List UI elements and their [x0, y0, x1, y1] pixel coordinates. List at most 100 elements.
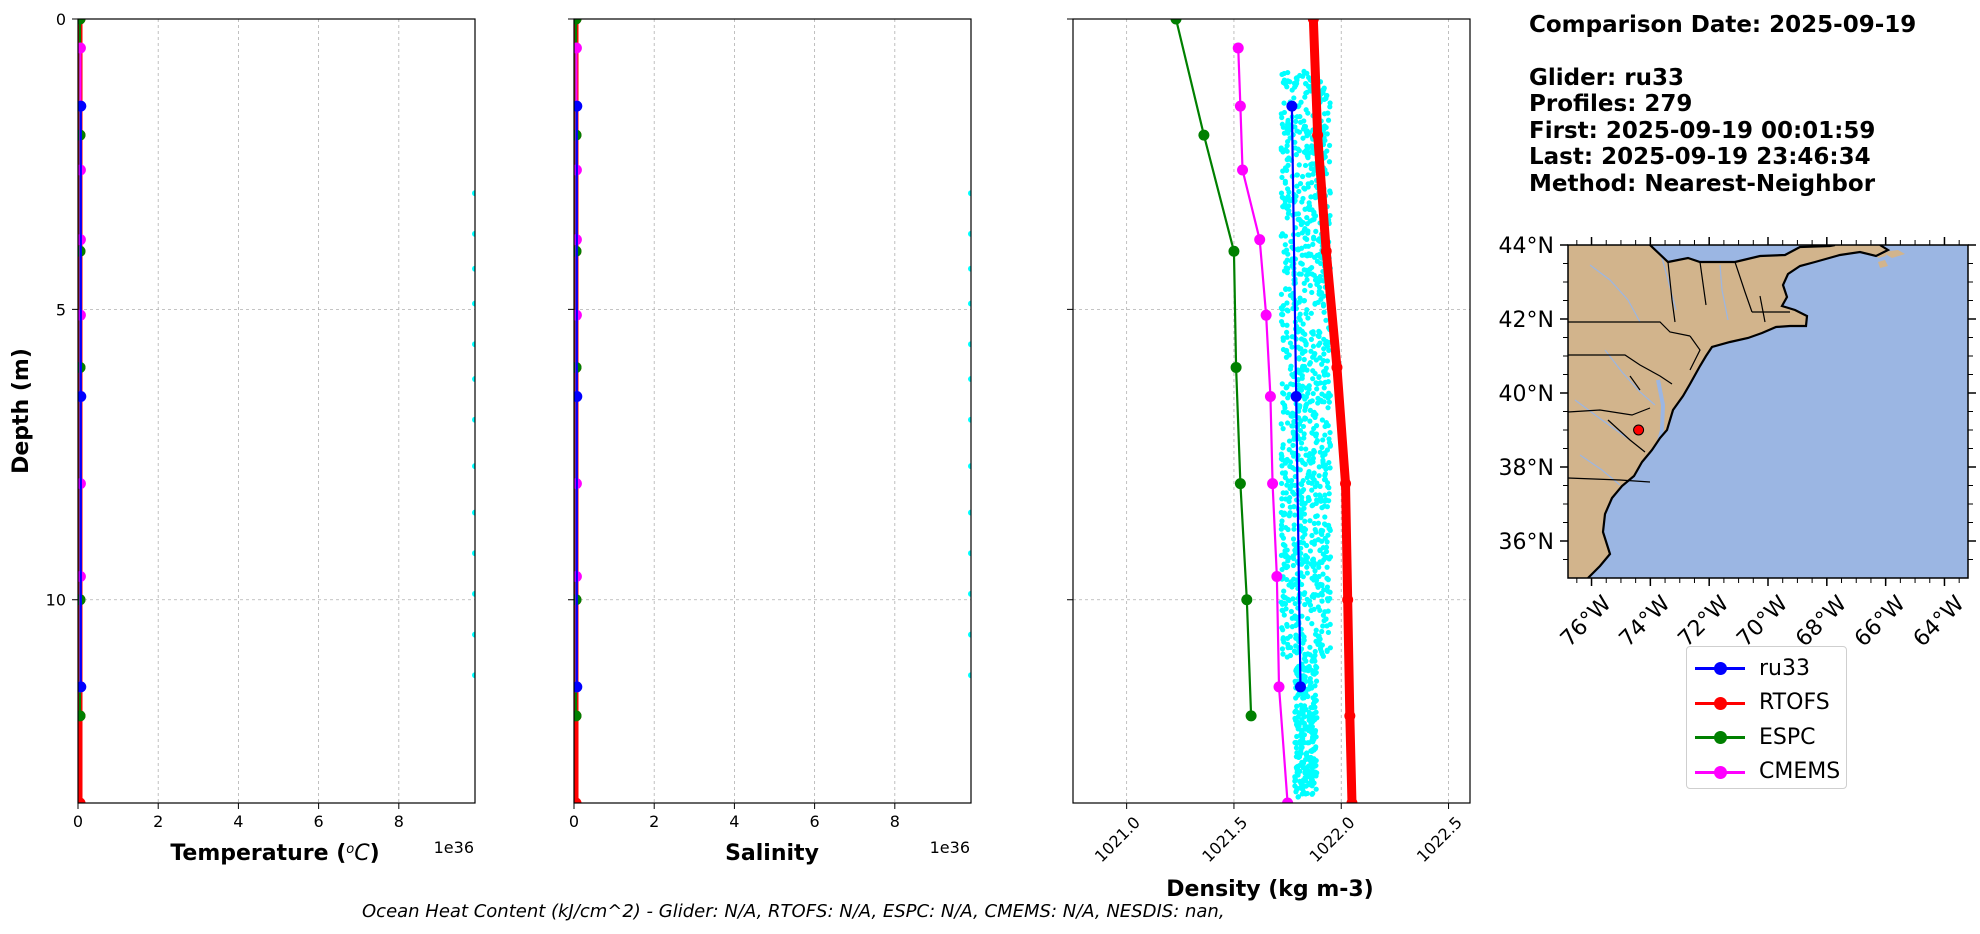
glider-scatter-point — [1312, 300, 1318, 306]
glider-scatter-point — [1284, 205, 1290, 211]
glider-scatter-point — [1299, 199, 1305, 205]
glider-scatter-point — [1300, 640, 1306, 646]
glider-scatter-point — [1321, 503, 1328, 509]
glider-scatter-point — [1294, 703, 1300, 709]
glider-scatter-point — [1298, 260, 1304, 266]
glider-scatter-point — [1296, 103, 1302, 109]
glider-scatter-point — [1309, 748, 1315, 754]
glider-scatter-point — [1289, 344, 1295, 350]
glider-scatter-point — [1308, 348, 1314, 354]
island — [1882, 250, 1905, 258]
glider-scatter-point — [1325, 588, 1331, 594]
glider-scatter-point — [1301, 68, 1307, 75]
legend-dot — [1714, 731, 1727, 745]
glider-scatter-point — [1302, 396, 1308, 402]
glider-scatter-point — [1290, 555, 1297, 562]
temperature-panel: 0 2 4 6 8 0 5 10 Temperature (oC) 1e36 Depth (m… — [9, 10, 476, 866]
glider-scatter-point — [1287, 79, 1293, 85]
glider-scatter-point — [1284, 215, 1290, 221]
glider-scatter-point — [1301, 431, 1307, 437]
glider-scatter-point — [1294, 671, 1300, 677]
glider-scatter-point — [1309, 207, 1315, 213]
glider-scatter-point — [1303, 542, 1310, 549]
map-lon-label: 76°W — [1556, 591, 1617, 652]
state-border — [1629, 375, 1641, 391]
glider-scatter-point — [1313, 380, 1319, 386]
glider-scatter-point — [1284, 270, 1290, 276]
x-tick-label: 4 — [729, 812, 739, 831]
glider-scatter-point — [1298, 271, 1304, 277]
glider-scatter-point — [1311, 425, 1317, 432]
glider-scatter-point — [1279, 114, 1285, 121]
glider-scatter-point — [1299, 581, 1305, 588]
legend-item-cmems: CMEMS — [1687, 755, 1846, 790]
glider-scatter-point — [1305, 228, 1311, 234]
temperature-xlabel: Temperature (oC) — [170, 841, 379, 866]
glider-scatter-point — [1280, 426, 1286, 432]
espc-point — [1234, 478, 1246, 490]
glider-scatter-point — [1307, 598, 1313, 604]
state-border — [1699, 261, 1707, 306]
glider-scatter-point — [1320, 623, 1326, 629]
density-panel: 1021.0 1021.5 1022.0 1022.5 Density (kg m-3… — [1067, 18, 1471, 902]
glider-scatter-point — [1294, 764, 1300, 770]
salinity-grid — [573, 18, 971, 803]
glider-scatter-point — [1316, 473, 1322, 479]
glider-scatter-point — [1309, 180, 1315, 186]
location-map: 44°N 42°N 40°N 38°N 36°N 76°W74°W72°W70°W68°W… — [1499, 234, 1976, 652]
glider-scatter-point — [1301, 525, 1307, 532]
glider-scatter-point — [1298, 445, 1304, 452]
glider-scatter-point — [1287, 463, 1293, 470]
glider-scatter-point — [968, 341, 971, 348]
glider-scatter-point — [968, 509, 971, 516]
river — [1659, 249, 1677, 311]
glider-scatter-point — [1309, 143, 1315, 149]
glider-scatter-point — [1324, 358, 1331, 364]
glider-scatter-point — [1283, 259, 1289, 266]
x-tick-label: 1021.5 — [1198, 813, 1251, 866]
glider-scatter-point — [1319, 628, 1325, 635]
glider-scatter-point — [1302, 416, 1308, 422]
glider-scatter-point — [1313, 678, 1320, 684]
glider-scatter-point — [1305, 110, 1311, 116]
glider-scatter-point — [472, 190, 475, 197]
profile-count: Profiles: 279 — [1529, 91, 1693, 117]
glider-scatter-point — [1310, 376, 1316, 382]
glider-scatter-point — [1311, 254, 1318, 260]
glider-scatter-point — [1310, 241, 1316, 247]
glider-scatter-point — [1300, 367, 1306, 373]
glider-scatter-point — [1326, 399, 1333, 405]
rtofs-line — [1308, 19, 1357, 803]
glider-scatter-point — [1290, 442, 1296, 448]
glider-scatter-point — [1295, 714, 1301, 720]
glider-scatter-point — [1279, 463, 1285, 469]
glider-scatter-point — [1279, 381, 1285, 387]
glider-scatter-point — [1299, 173, 1306, 180]
glider-scatter-point — [1319, 598, 1325, 604]
glider-scatter-point — [1291, 522, 1297, 528]
glider-scatter-point — [1280, 335, 1286, 341]
glider-scatter-point — [1314, 513, 1320, 519]
glider-scatter-point — [1297, 428, 1304, 434]
glider-scatter-point — [1290, 562, 1297, 569]
rtofs-point — [78, 797, 86, 803]
glider-scatter-point — [1310, 502, 1316, 508]
glider-scatter-point — [1309, 430, 1315, 436]
y-tick-label: 5 — [56, 300, 66, 319]
glider-scatter-point — [1284, 409, 1291, 416]
glider-scatter-point — [1284, 121, 1291, 128]
glider-scatter-point — [1310, 472, 1316, 479]
glider-scatter-point — [1293, 211, 1299, 217]
density-frame — [1072, 18, 1471, 804]
glider-scatter-point — [1291, 453, 1297, 459]
glider-scatter-point — [1313, 638, 1319, 644]
glider-scatter-point — [1319, 399, 1325, 405]
glider-scatter-point — [1312, 704, 1318, 710]
legend-dot — [1714, 696, 1727, 710]
ru33-point — [1294, 681, 1306, 693]
salinity-scatter — [968, 190, 971, 679]
glider-scatter-point — [1281, 542, 1287, 548]
glider-scatter-point — [1296, 162, 1302, 168]
cmems-point — [1282, 797, 1294, 803]
map-lon-label: 64°W — [1909, 591, 1970, 652]
